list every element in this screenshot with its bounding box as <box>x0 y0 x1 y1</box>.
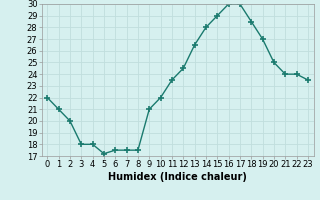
X-axis label: Humidex (Indice chaleur): Humidex (Indice chaleur) <box>108 172 247 182</box>
